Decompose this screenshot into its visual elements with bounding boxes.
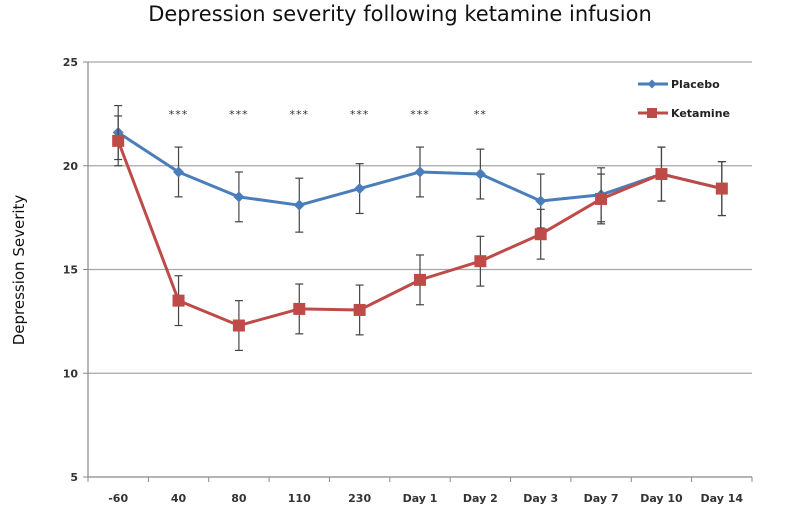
legend-marker	[647, 108, 657, 118]
data-point	[173, 166, 185, 178]
significance-marker: ***	[410, 108, 430, 121]
significance-marker: ***	[290, 108, 310, 121]
y-tick-label: 15	[63, 264, 78, 277]
data-point	[293, 199, 305, 211]
x-tick-label: Day 10	[640, 492, 683, 505]
data-point	[414, 166, 426, 178]
significance-marker: ***	[169, 108, 189, 121]
data-point	[474, 168, 486, 180]
legend-item: Placebo	[638, 78, 720, 91]
data-point	[474, 255, 487, 268]
data-point	[293, 302, 306, 315]
series-placebo	[112, 104, 728, 233]
significance-marker: ***	[229, 108, 249, 121]
series-ketamine	[112, 115, 728, 352]
legend-label: Placebo	[671, 78, 720, 91]
y-tick-label: 10	[63, 367, 79, 380]
data-point	[534, 228, 547, 241]
x-tick-label: Day 3	[523, 492, 558, 505]
x-tick-label: 110	[288, 492, 311, 505]
data-point	[414, 273, 426, 286]
x-tick-label: 230	[348, 492, 371, 505]
x-tick-label: -60	[108, 492, 128, 505]
data-point	[233, 191, 245, 203]
data-point	[655, 168, 668, 181]
data-point	[232, 319, 245, 332]
x-tick-label: 40	[171, 492, 187, 505]
data-point	[715, 182, 728, 195]
y-tick-label: 25	[63, 56, 78, 69]
data-point	[353, 303, 366, 316]
chart-title: Depression severity following ketamine i…	[148, 2, 652, 26]
y-tick-label: 20	[63, 160, 79, 173]
x-tick-label: Day 2	[463, 492, 498, 505]
series-layer	[112, 104, 728, 352]
x-tick-label: 80	[231, 492, 247, 505]
data-point	[354, 183, 366, 195]
significance-marker: ***	[350, 108, 370, 121]
significance-annotations: *** *** *** *** *** **	[169, 108, 487, 121]
legend-item: Ketamine	[638, 107, 730, 120]
x-tick-label: Day 14	[701, 492, 744, 505]
x-tick-label: Day 1	[403, 492, 438, 505]
data-point	[112, 134, 125, 147]
legend-label: Ketamine	[671, 107, 730, 120]
significance-marker: **	[474, 108, 487, 121]
legend-marker	[647, 79, 657, 89]
legend: Placebo Ketamine	[638, 78, 730, 120]
data-point	[595, 192, 608, 205]
x-tick-label: Day 7	[584, 492, 619, 505]
axes	[83, 61, 753, 482]
tick-labels: 5 10 15 20 25 -60 40 80 110 230 Day 1 Day 2 Day 3 Day…	[63, 56, 744, 505]
y-axis-label: Depression Severity	[10, 195, 28, 346]
data-point	[172, 294, 185, 307]
y-tick-label: 5	[70, 471, 78, 484]
data-point	[535, 195, 547, 207]
